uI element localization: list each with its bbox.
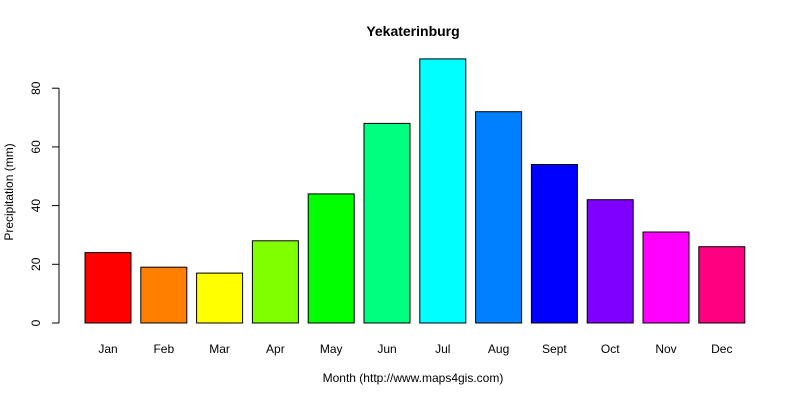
bar-sept xyxy=(530,164,578,324)
y-axis-label: Precipitation (mm) xyxy=(2,143,16,240)
x-tick-labels: Jan Feb Mar Apr May Jun Jul Aug Sept Oct Nov Dec xyxy=(98,342,732,356)
bar-jan xyxy=(84,252,132,324)
x-tick-label-feb: Feb xyxy=(153,342,174,356)
y-tick-label: 20 xyxy=(29,257,43,271)
x-tick-label-apr: Apr xyxy=(266,342,285,356)
x-tick-label-nov: Nov xyxy=(655,342,676,356)
bar-feb xyxy=(140,266,188,324)
x-tick-label-jul: Jul xyxy=(435,342,450,356)
y-tick-label: 80 xyxy=(29,81,43,95)
x-tick-label-oct: Oct xyxy=(601,342,620,356)
x-axis-label: Month (http://www.maps4gis.com) xyxy=(323,371,504,385)
bar-aug xyxy=(475,111,523,324)
x-tick-label-aug: Aug xyxy=(488,342,509,356)
bar-nov xyxy=(642,231,690,324)
y-tick-label: 60 xyxy=(29,140,43,154)
bars-group xyxy=(84,58,746,324)
bar-may xyxy=(307,193,355,324)
chart-title: Yekaterinburg xyxy=(366,23,459,39)
x-tick-label-mar: Mar xyxy=(209,342,230,356)
x-tick-label-sept: Sept xyxy=(542,342,567,356)
y-tick-label: 0 xyxy=(29,319,43,326)
bar-jun xyxy=(363,122,411,324)
x-tick-label-jun: Jun xyxy=(377,342,396,356)
bar-dec xyxy=(698,246,746,324)
bar-jul xyxy=(419,58,467,324)
bar-oct xyxy=(586,199,634,324)
x-tick-label-may: May xyxy=(320,342,343,356)
x-tick-label-jan: Jan xyxy=(98,342,117,356)
y-tick-label: 40 xyxy=(29,199,43,213)
bar-apr xyxy=(251,240,299,324)
x-tick-label-dec: Dec xyxy=(711,342,732,356)
bar-mar xyxy=(196,272,244,324)
y-axis: 0 20 40 60 80 xyxy=(29,81,60,326)
